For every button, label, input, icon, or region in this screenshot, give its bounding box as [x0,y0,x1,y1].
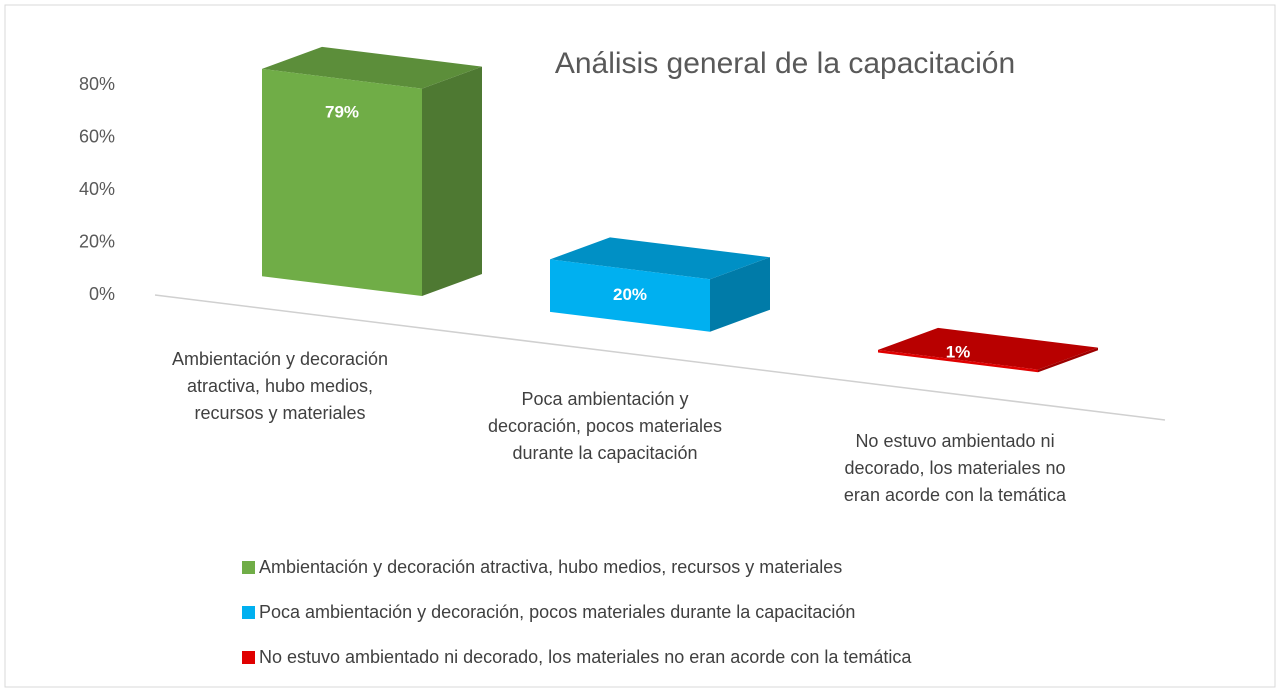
y-tick-label: 0% [89,284,115,304]
bar-top [878,327,1098,370]
data-label: 1% [946,343,971,362]
legend-item: Poca ambientación y decoración, pocos ma… [242,602,855,623]
legend-swatch [242,561,255,574]
bar-side [422,66,482,297]
y-tick-label: 20% [79,231,115,251]
x-tick-label: Ambientación y decoración atractiva, hub… [171,349,389,423]
x-tick-label: Poca ambientación y decoración, pocos ma… [487,389,723,463]
x-tick-label: No estuvo ambientado ni decorado, los ma… [843,431,1067,505]
bar [878,349,1038,373]
legend-label: No estuvo ambientado ni decorado, los ma… [259,647,912,667]
bar-side [710,257,770,332]
bar-top [550,237,770,280]
y-tick-label: 60% [79,126,115,146]
legend-item: No estuvo ambientado ni decorado, los ma… [242,647,911,668]
bar [550,259,710,332]
legend-item: Ambientación y decoración atractiva, hub… [242,557,842,578]
bar-side [1038,347,1098,373]
legend-label: Ambientación y decoración atractiva, hub… [259,557,843,577]
data-label: 79% [325,102,359,121]
chart-title: Análisis general de la capacitación [555,47,1015,80]
y-tick-label: 40% [79,179,115,199]
bar [262,68,422,297]
legend-swatch [242,651,255,664]
legend-label: Poca ambientación y decoración, pocos ma… [259,602,856,622]
legend-swatch [242,606,255,619]
data-label: 20% [613,285,647,304]
floor-line [154,294,1166,421]
y-tick-label: 80% [79,74,115,94]
bar-top [262,46,482,89]
